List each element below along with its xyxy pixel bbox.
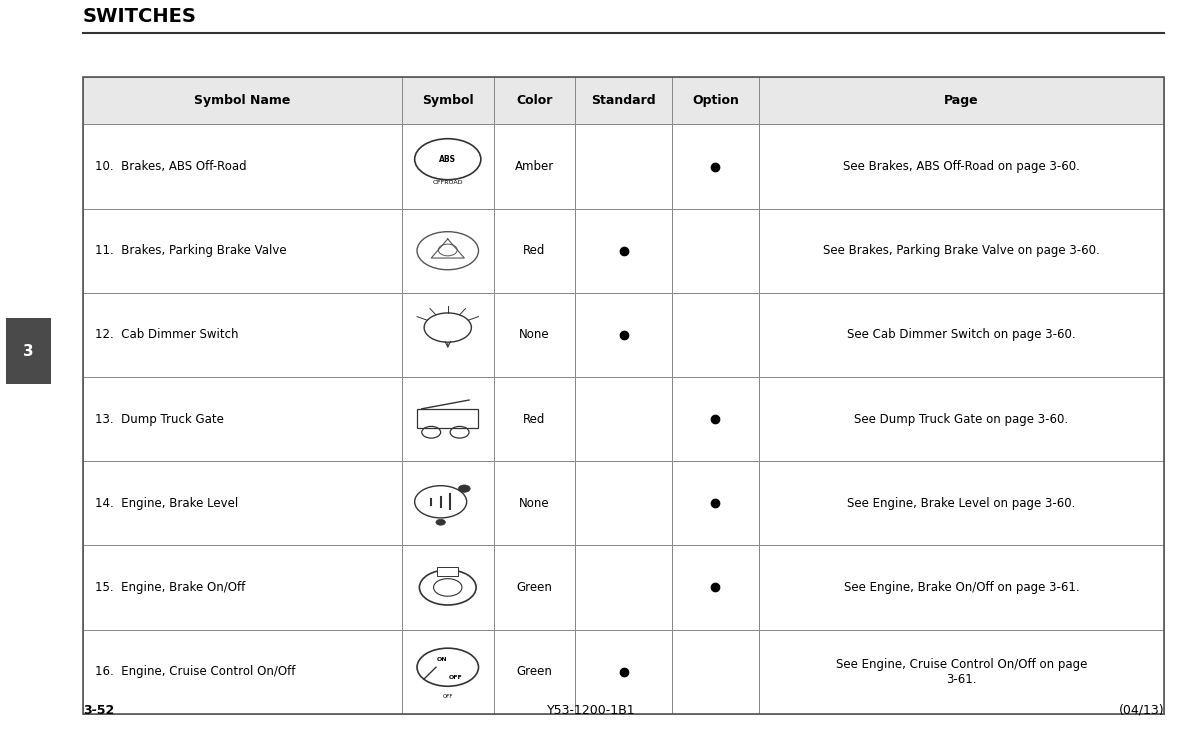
Text: 15.  Engine, Brake On/Off: 15. Engine, Brake On/Off bbox=[95, 581, 245, 594]
FancyBboxPatch shape bbox=[402, 209, 494, 293]
Text: Green: Green bbox=[517, 581, 552, 594]
FancyBboxPatch shape bbox=[83, 630, 402, 714]
Text: Green: Green bbox=[517, 665, 552, 678]
FancyBboxPatch shape bbox=[673, 630, 759, 714]
FancyBboxPatch shape bbox=[437, 567, 459, 575]
FancyBboxPatch shape bbox=[83, 77, 402, 124]
Text: Symbol Name: Symbol Name bbox=[194, 94, 291, 107]
FancyBboxPatch shape bbox=[494, 293, 574, 377]
FancyBboxPatch shape bbox=[574, 461, 673, 545]
FancyBboxPatch shape bbox=[494, 377, 574, 461]
FancyBboxPatch shape bbox=[673, 293, 759, 377]
FancyBboxPatch shape bbox=[83, 461, 402, 545]
FancyBboxPatch shape bbox=[494, 124, 574, 209]
FancyBboxPatch shape bbox=[673, 377, 759, 461]
Text: Page: Page bbox=[944, 94, 979, 107]
FancyBboxPatch shape bbox=[494, 461, 574, 545]
Text: (04/13): (04/13) bbox=[1118, 703, 1164, 717]
Text: Color: Color bbox=[517, 94, 552, 107]
Text: None: None bbox=[519, 329, 550, 341]
FancyBboxPatch shape bbox=[759, 630, 1164, 714]
FancyBboxPatch shape bbox=[574, 377, 673, 461]
FancyBboxPatch shape bbox=[494, 77, 574, 124]
FancyBboxPatch shape bbox=[574, 77, 673, 124]
FancyBboxPatch shape bbox=[673, 77, 759, 124]
FancyBboxPatch shape bbox=[494, 209, 574, 293]
Text: See Engine, Cruise Control On/Off on page
3-61.: See Engine, Cruise Control On/Off on pag… bbox=[836, 657, 1087, 686]
Text: None: None bbox=[519, 497, 550, 509]
FancyBboxPatch shape bbox=[402, 293, 494, 377]
FancyBboxPatch shape bbox=[83, 209, 402, 293]
Text: 3-52: 3-52 bbox=[83, 703, 113, 717]
FancyBboxPatch shape bbox=[673, 124, 759, 209]
Text: See Cab Dimmer Switch on page 3-60.: See Cab Dimmer Switch on page 3-60. bbox=[847, 329, 1076, 341]
Text: OFFROAD: OFFROAD bbox=[433, 180, 463, 185]
FancyBboxPatch shape bbox=[574, 124, 673, 209]
FancyBboxPatch shape bbox=[759, 124, 1164, 209]
Text: 3: 3 bbox=[24, 344, 33, 359]
FancyBboxPatch shape bbox=[83, 545, 402, 630]
Text: 14.  Engine, Brake Level: 14. Engine, Brake Level bbox=[95, 497, 238, 509]
FancyBboxPatch shape bbox=[673, 461, 759, 545]
Text: See Engine, Brake Level on page 3-60.: See Engine, Brake Level on page 3-60. bbox=[847, 497, 1076, 509]
Text: ABS: ABS bbox=[440, 154, 456, 164]
FancyBboxPatch shape bbox=[574, 630, 673, 714]
Text: 12.  Cab Dimmer Switch: 12. Cab Dimmer Switch bbox=[95, 329, 238, 341]
FancyBboxPatch shape bbox=[402, 77, 494, 124]
FancyBboxPatch shape bbox=[83, 377, 402, 461]
FancyBboxPatch shape bbox=[673, 545, 759, 630]
FancyBboxPatch shape bbox=[6, 318, 51, 384]
FancyBboxPatch shape bbox=[759, 461, 1164, 545]
Text: Option: Option bbox=[691, 94, 739, 107]
FancyBboxPatch shape bbox=[759, 293, 1164, 377]
Circle shape bbox=[459, 485, 470, 492]
FancyBboxPatch shape bbox=[402, 377, 494, 461]
Text: See Engine, Brake On/Off on page 3-61.: See Engine, Brake On/Off on page 3-61. bbox=[844, 581, 1079, 594]
FancyBboxPatch shape bbox=[759, 77, 1164, 124]
Text: OFF: OFF bbox=[449, 675, 463, 680]
Text: 10.  Brakes, ABS Off-Road: 10. Brakes, ABS Off-Road bbox=[95, 160, 246, 173]
FancyBboxPatch shape bbox=[402, 461, 494, 545]
Text: 11.  Brakes, Parking Brake Valve: 11. Brakes, Parking Brake Valve bbox=[95, 244, 286, 257]
Text: Red: Red bbox=[524, 244, 545, 257]
FancyBboxPatch shape bbox=[494, 545, 574, 630]
Text: See Brakes, ABS Off-Road on page 3-60.: See Brakes, ABS Off-Road on page 3-60. bbox=[843, 160, 1080, 173]
Text: See Brakes, Parking Brake Valve on page 3-60.: See Brakes, Parking Brake Valve on page … bbox=[823, 244, 1100, 257]
FancyBboxPatch shape bbox=[83, 124, 402, 209]
FancyBboxPatch shape bbox=[574, 209, 673, 293]
FancyBboxPatch shape bbox=[759, 209, 1164, 293]
Text: SWITCHES: SWITCHES bbox=[83, 7, 196, 26]
FancyBboxPatch shape bbox=[83, 293, 402, 377]
FancyBboxPatch shape bbox=[574, 545, 673, 630]
FancyBboxPatch shape bbox=[759, 545, 1164, 630]
FancyBboxPatch shape bbox=[759, 377, 1164, 461]
FancyBboxPatch shape bbox=[494, 630, 574, 714]
Text: Y53-1200-1B1: Y53-1200-1B1 bbox=[547, 703, 635, 717]
Text: 13.  Dump Truck Gate: 13. Dump Truck Gate bbox=[95, 413, 223, 425]
FancyBboxPatch shape bbox=[402, 124, 494, 209]
Text: OFF: OFF bbox=[442, 694, 453, 699]
Text: ON: ON bbox=[436, 657, 447, 662]
FancyBboxPatch shape bbox=[402, 630, 494, 714]
FancyBboxPatch shape bbox=[402, 545, 494, 630]
Text: 16.  Engine, Cruise Control On/Off: 16. Engine, Cruise Control On/Off bbox=[95, 665, 296, 678]
FancyBboxPatch shape bbox=[574, 293, 673, 377]
Text: See Dump Truck Gate on page 3-60.: See Dump Truck Gate on page 3-60. bbox=[855, 413, 1069, 425]
Circle shape bbox=[436, 520, 446, 526]
FancyBboxPatch shape bbox=[673, 209, 759, 293]
Text: Symbol: Symbol bbox=[422, 94, 474, 107]
Text: Standard: Standard bbox=[591, 94, 656, 107]
Text: Amber: Amber bbox=[514, 160, 554, 173]
Text: Red: Red bbox=[524, 413, 545, 425]
